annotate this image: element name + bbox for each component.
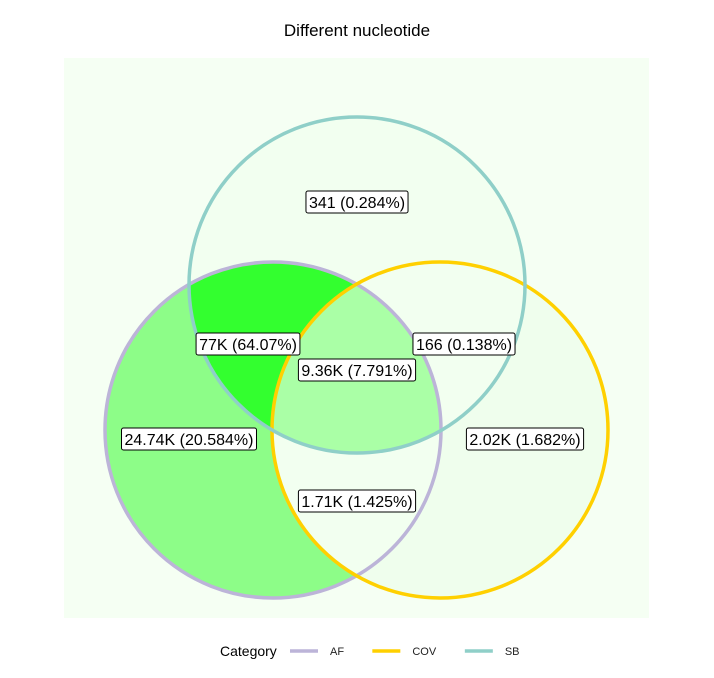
label-box: [195, 332, 301, 356]
legend-item-af: AF: [290, 646, 344, 658]
legend-item-sb: SB: [464, 646, 520, 658]
legend-item-cov: COV: [372, 646, 437, 658]
region-label-af: 24.74K (20.584%): [121, 427, 257, 451]
label-text: 77K (64.07%): [199, 337, 297, 354]
label-box: [297, 489, 417, 513]
label-box: [305, 190, 409, 214]
set-outline-sb: [187, 115, 527, 455]
chart-title: Different nucleotide: [284, 21, 430, 40]
region-label-cov-sb: 166 (0.138%): [412, 332, 516, 356]
region-label-af-cov: 1.71K (1.425%): [297, 489, 417, 513]
legend-items: AF COV SB: [290, 646, 520, 658]
region-label-layer: 341 (0.284%) 77K (64.07%) 166 (0.138%)9.36…: [121, 190, 585, 513]
legend-label: COV: [412, 646, 437, 658]
region-label-af-sb: 77K (64.07%): [195, 332, 301, 356]
label-text: 1.71K (1.425%): [301, 494, 412, 511]
label-box: [412, 332, 516, 356]
legend-title: Category: [220, 643, 277, 659]
label-box: [465, 427, 585, 451]
region-label-sb: 341 (0.284%): [305, 190, 409, 214]
label-text: 341 (0.284%): [309, 195, 405, 212]
legend: Category AF COV SB: [220, 643, 520, 659]
region-label-af-cov-sb: 9.36K (7.791%): [297, 358, 417, 382]
set-outline-layer: [103, 115, 610, 600]
legend-label: SB: [505, 646, 520, 658]
label-text: 24.74K (20.584%): [125, 432, 254, 449]
region-label-cov: 2.02K (1.682%): [465, 427, 585, 451]
label-text: 166 (0.138%): [416, 337, 512, 354]
label-text: 2.02K (1.682%): [469, 432, 580, 449]
label-text: 9.36K (7.791%): [301, 363, 412, 380]
label-box: [121, 427, 257, 451]
legend-label: AF: [330, 646, 344, 658]
label-box: [297, 358, 417, 382]
